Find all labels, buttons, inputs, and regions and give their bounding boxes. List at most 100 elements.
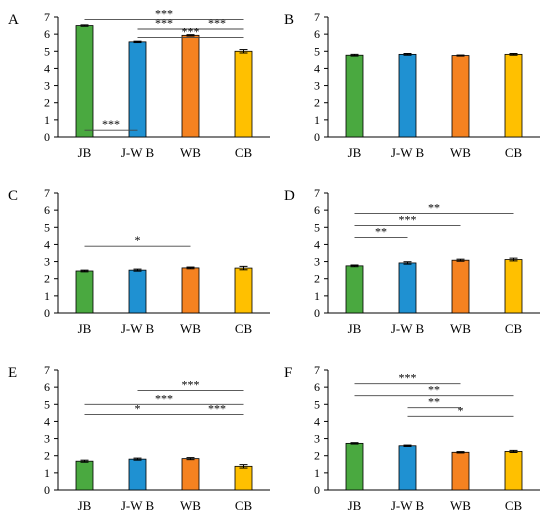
- category-label: J-W B: [391, 498, 425, 513]
- y-tick-label: 6: [44, 27, 50, 41]
- y-tick-label: 4: [44, 61, 50, 75]
- y-tick-label: 6: [314, 27, 320, 41]
- y-tick-label: 7: [44, 186, 50, 200]
- y-tick-label: 5: [44, 220, 50, 234]
- y-tick-label: 4: [44, 414, 50, 428]
- category-label: J-W B: [121, 145, 155, 160]
- significance-label: ***: [155, 391, 173, 405]
- y-tick-label: 4: [314, 237, 320, 251]
- panel-letter: C: [8, 188, 18, 204]
- significance-label: *: [135, 233, 141, 247]
- y-tick-label: 5: [44, 397, 50, 411]
- category-label: WB: [450, 145, 471, 160]
- significance-label: ***: [182, 378, 200, 392]
- y-tick-label: 4: [314, 61, 320, 75]
- y-tick-label: 6: [314, 380, 320, 394]
- y-tick-label: 0: [314, 483, 320, 497]
- category-label: J-W B: [121, 498, 155, 513]
- bar-wb: [181, 34, 200, 138]
- y-tick-label: 3: [44, 255, 50, 269]
- y-tick-label: 1: [314, 289, 320, 303]
- significance-label: **: [375, 225, 387, 239]
- y-tick-label: 2: [314, 96, 320, 110]
- bar-wb: [181, 458, 200, 491]
- y-tick-label: 5: [44, 44, 50, 58]
- y-tick-label: 7: [44, 363, 50, 377]
- y-tick-label: 6: [44, 380, 50, 394]
- category-label: WB: [180, 498, 201, 513]
- significance-label: ***: [155, 16, 173, 30]
- category-label: JB: [78, 498, 92, 513]
- bar-jwb: [398, 445, 417, 491]
- y-tick-label: 6: [314, 203, 320, 217]
- y-tick-label: 0: [44, 130, 50, 144]
- category-label: CB: [235, 498, 253, 513]
- y-tick-label: 7: [314, 10, 320, 24]
- y-tick-label: 2: [314, 449, 320, 463]
- significance-label: ***: [102, 117, 120, 131]
- bar-cb: [234, 465, 253, 491]
- bar-cb: [234, 50, 253, 138]
- y-tick-label: 3: [44, 432, 50, 446]
- bar-cb: [504, 259, 523, 314]
- category-label: CB: [505, 321, 523, 336]
- significance-label: ***: [155, 6, 173, 20]
- category-label: CB: [235, 321, 253, 336]
- y-tick-label: 3: [314, 79, 320, 93]
- category-label: JB: [348, 321, 362, 336]
- significance-label: ***: [399, 213, 417, 227]
- category-label: CB: [505, 145, 523, 160]
- significance-label: ***: [208, 16, 226, 30]
- bar-jb: [345, 442, 364, 491]
- chart-panel-c: C 0 1 2 3 4 5 6 7 JB J-W B WB CB *: [8, 186, 270, 336]
- category-label: CB: [235, 145, 253, 160]
- y-tick-label: 4: [314, 414, 320, 428]
- significance-label: ***: [399, 371, 417, 385]
- panel-letter: D: [284, 188, 295, 204]
- y-tick-label: 5: [314, 44, 320, 58]
- panel-letter: A: [8, 12, 19, 28]
- y-tick-label: 2: [44, 449, 50, 463]
- y-tick-label: 2: [314, 272, 320, 286]
- y-tick-label: 2: [44, 272, 50, 286]
- category-label: WB: [450, 321, 471, 336]
- y-tick-label: 7: [314, 363, 320, 377]
- category-label: JB: [348, 498, 362, 513]
- significance-label: *: [458, 403, 464, 417]
- category-label: WB: [450, 498, 471, 513]
- category-label: CB: [505, 498, 523, 513]
- bar-cb: [504, 53, 523, 138]
- y-tick-label: 1: [44, 113, 50, 127]
- y-tick-label: 7: [314, 186, 320, 200]
- panel-letter: E: [8, 365, 17, 381]
- y-tick-label: 4: [44, 237, 50, 251]
- y-tick-label: 2: [44, 96, 50, 110]
- y-tick-label: 5: [314, 220, 320, 234]
- y-tick-label: 0: [314, 306, 320, 320]
- significance-label: ***: [182, 25, 200, 39]
- bar-jwb: [128, 269, 147, 314]
- y-tick-label: 3: [314, 255, 320, 269]
- category-label: J-W B: [391, 321, 425, 336]
- y-tick-label: 0: [44, 483, 50, 497]
- bar-jwb: [398, 262, 417, 314]
- bar-jwb: [398, 53, 417, 138]
- y-tick-label: 3: [44, 79, 50, 93]
- bar-jb: [345, 54, 364, 138]
- y-tick-label: 1: [44, 466, 50, 480]
- bar-jb: [75, 270, 94, 314]
- bar-wb: [451, 259, 470, 314]
- category-label: WB: [180, 145, 201, 160]
- y-tick-label: 5: [314, 397, 320, 411]
- y-tick-label: 1: [44, 289, 50, 303]
- bar-jwb: [128, 458, 147, 491]
- y-tick-label: 0: [44, 306, 50, 320]
- bar-jb: [75, 25, 94, 138]
- bar-wb: [451, 55, 470, 138]
- category-label: J-W B: [391, 145, 425, 160]
